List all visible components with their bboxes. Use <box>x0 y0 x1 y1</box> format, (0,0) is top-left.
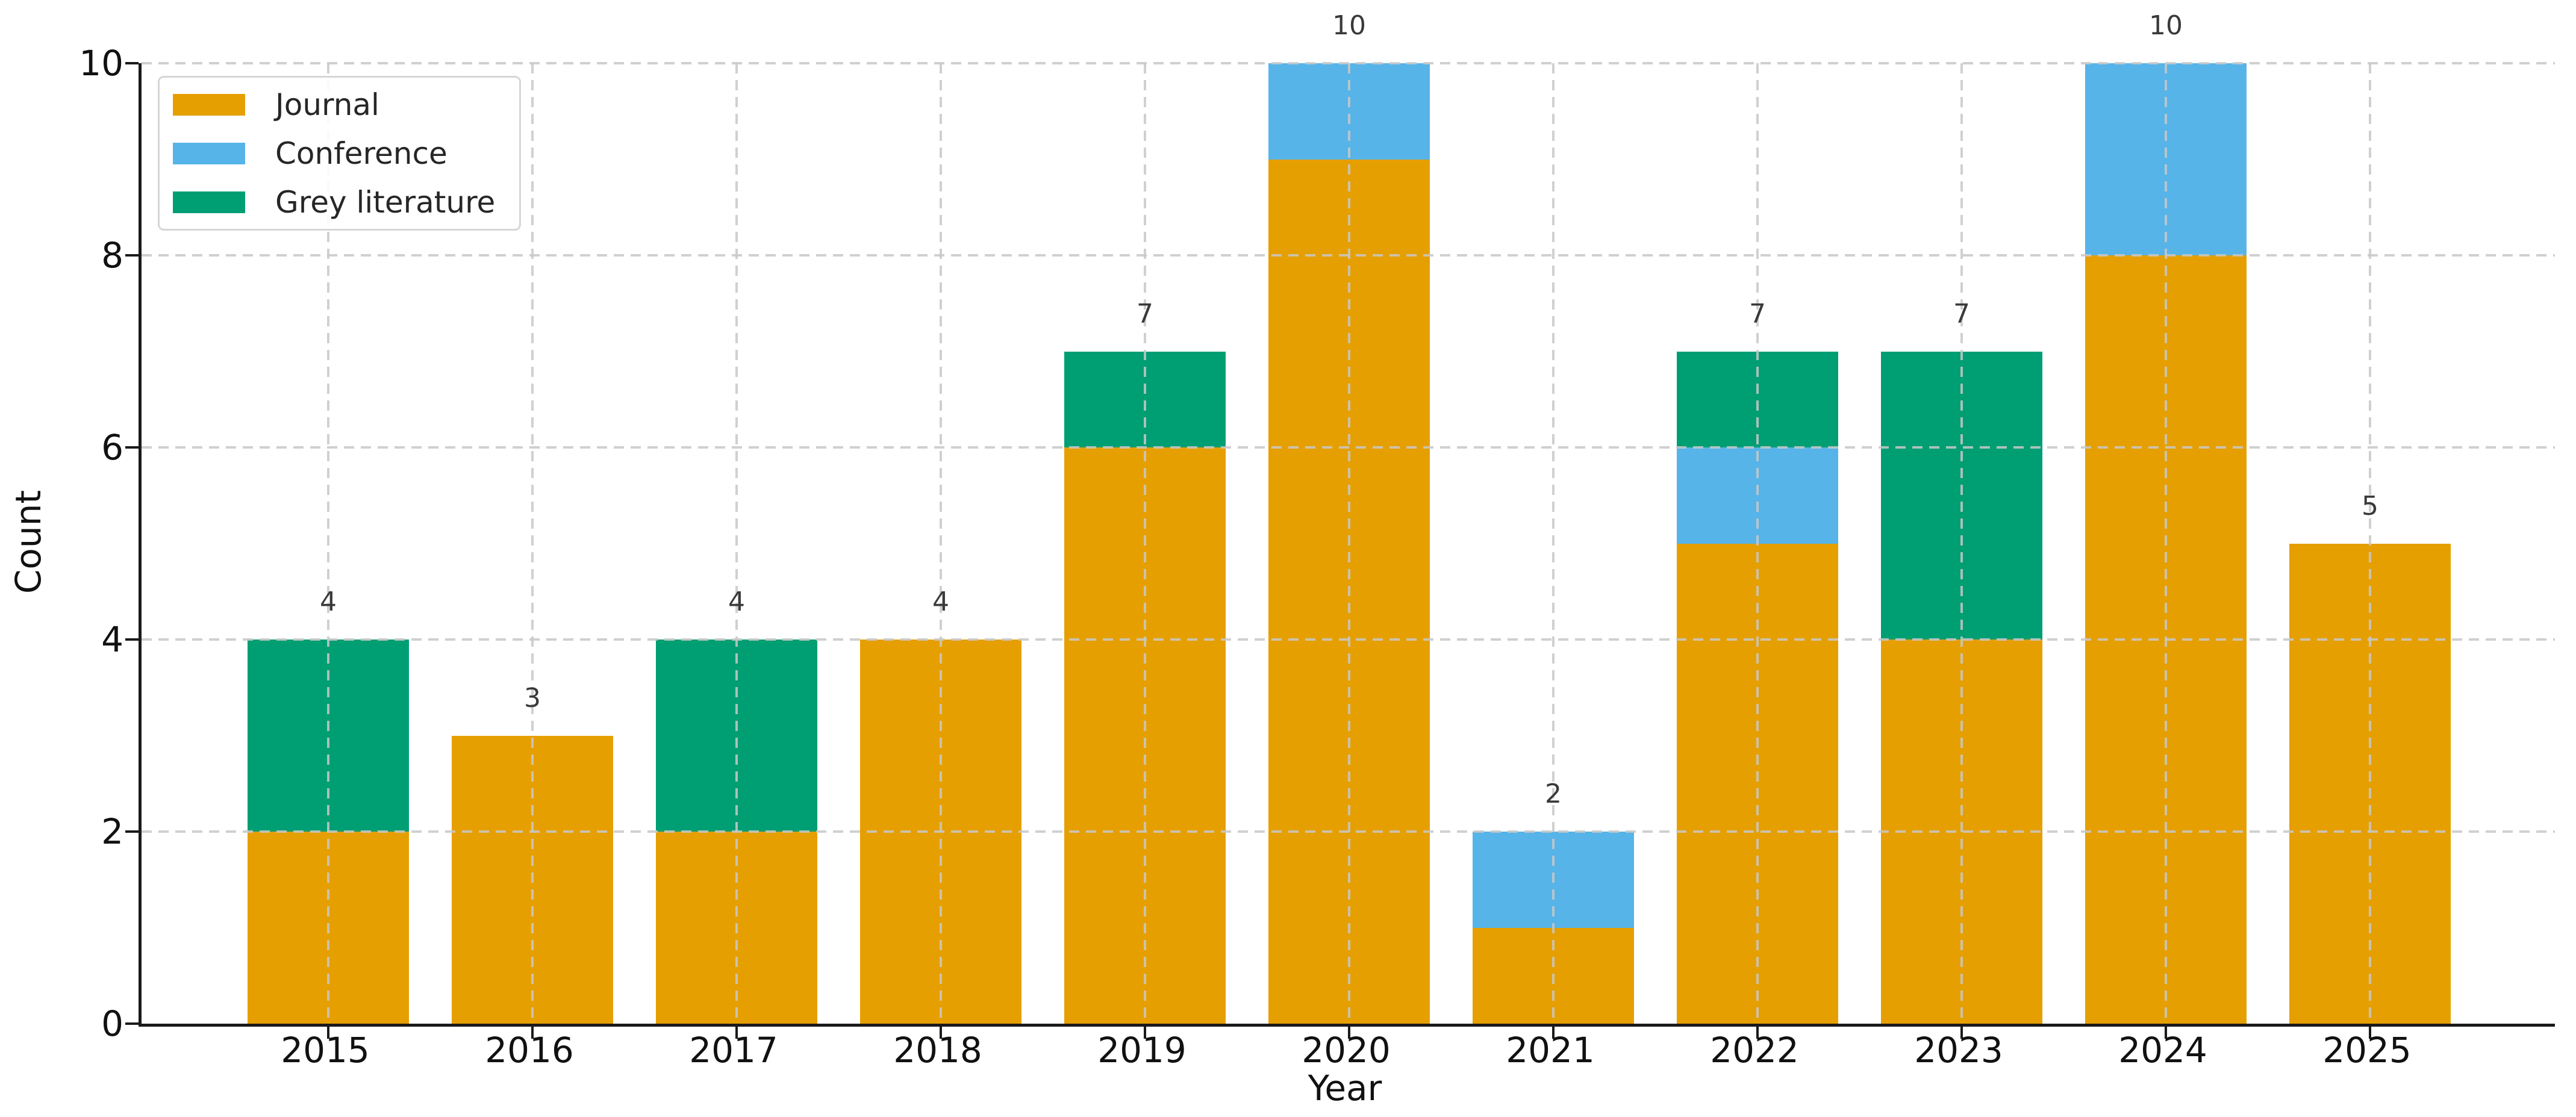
legend-row-conference: Conference <box>173 138 495 169</box>
y-axis-label: Count <box>8 490 49 594</box>
legend: Journal Conference Grey literature <box>158 76 522 231</box>
gridline-horizontal-2 <box>142 830 2555 833</box>
gridline-vertical-2025 <box>2369 63 2371 1024</box>
x-tick-mark-2017 <box>735 1027 738 1039</box>
x-tick-label-2018: 2018 <box>893 1030 982 1071</box>
x-tick-mark-2019 <box>1144 1027 1146 1039</box>
grey-literature-swatch-icon <box>173 191 245 213</box>
y-tick-mark-6 <box>125 446 139 449</box>
y-tick-label-0: 0 <box>101 1003 123 1044</box>
bar-total-label-2018: 4 <box>932 587 949 617</box>
plot-area: 4 3 4 4 7 10 2 7 7 10 5 <box>125 13 2555 1039</box>
bar-total-label-2016: 3 <box>524 682 541 714</box>
y-tick-label-10: 10 <box>79 43 123 84</box>
gridline-horizontal-4 <box>142 638 2555 641</box>
y-tick-label-4: 4 <box>101 619 123 660</box>
legend-label-journal: Journal <box>275 87 379 122</box>
y-tick-mark-8 <box>125 254 139 257</box>
y-tick-label-8: 8 <box>101 235 123 276</box>
gridline-vertical-2022 <box>1756 63 1759 1024</box>
bar-total-label-2021: 2 <box>1545 779 1562 809</box>
bar-total-label-2020: 10 <box>1332 10 1366 41</box>
gridline-vertical-2024 <box>2165 63 2167 1024</box>
bar-total-label-2024: 10 <box>2149 10 2183 41</box>
y-tick-mark-0 <box>125 1022 139 1025</box>
gridline-vertical-2023 <box>1960 63 1963 1024</box>
bar-total-label-2015: 4 <box>320 587 337 617</box>
x-tick-label-2015: 2015 <box>281 1030 370 1071</box>
x-tick-mark-2024 <box>2165 1027 2167 1039</box>
gridline-vertical-2019 <box>1144 63 1146 1024</box>
legend-label-grey-literature: Grey literature <box>275 185 496 220</box>
legend-label-conference: Conference <box>275 136 448 171</box>
x-tick-mark-2016 <box>531 1027 534 1039</box>
bar-total-label-2022: 7 <box>1749 298 1766 329</box>
x-tick-mark-2018 <box>940 1027 942 1039</box>
gridline-vertical-2015 <box>327 63 329 1024</box>
gridline-horizontal-8 <box>142 254 2555 257</box>
x-tick-label-2020: 2020 <box>1302 1030 1391 1071</box>
x-tick-label-2023: 2023 <box>1914 1030 2003 1071</box>
x-tick-mark-2025 <box>2369 1027 2371 1039</box>
y-tick-mark-2 <box>125 830 139 833</box>
x-tick-mark-2020 <box>1348 1027 1350 1039</box>
y-tick-mark-10 <box>125 62 139 64</box>
x-tick-label-2016: 2016 <box>485 1030 574 1071</box>
journal-swatch-icon <box>173 94 245 116</box>
gridline-vertical-2020 <box>1348 63 1350 1024</box>
gridline-vertical-2017 <box>735 63 738 1024</box>
x-axis-label: Year <box>1308 1068 1382 1109</box>
x-tick-mark-2022 <box>1756 1027 1759 1039</box>
gridline-vertical-2021 <box>1552 63 1555 1024</box>
x-tick-label-2019: 2019 <box>1097 1030 1187 1071</box>
gridline-vertical-2016 <box>531 63 534 1024</box>
bar-total-label-2017: 4 <box>728 587 745 617</box>
y-tick-label-6: 6 <box>101 427 123 468</box>
x-tick-label-2017: 2017 <box>689 1030 778 1071</box>
bar-total-label-2019: 7 <box>1137 298 1153 329</box>
gridline-horizontal-6 <box>142 446 2555 449</box>
x-tick-label-2025: 2025 <box>2322 1030 2412 1071</box>
bar-total-label-2023: 7 <box>1953 298 1970 329</box>
x-tick-label-2024: 2024 <box>2118 1030 2207 1071</box>
legend-row-journal: Journal <box>173 90 495 120</box>
y-tick-mark-4 <box>125 638 139 641</box>
bar-total-label-2025: 5 <box>2362 490 2378 521</box>
conference-swatch-icon <box>173 143 245 164</box>
x-tick-mark-2015 <box>327 1027 329 1039</box>
x-tick-mark-2021 <box>1552 1027 1555 1039</box>
x-tick-label-2022: 2022 <box>1710 1030 1799 1071</box>
y-tick-label-2: 2 <box>101 811 123 852</box>
x-tick-mark-2023 <box>1960 1027 1963 1039</box>
gridline-horizontal-10 <box>142 62 2555 64</box>
x-tick-label-2021: 2021 <box>1506 1030 1595 1071</box>
gridline-vertical-2018 <box>940 63 942 1024</box>
legend-row-grey-literature: Grey literature <box>173 187 495 217</box>
